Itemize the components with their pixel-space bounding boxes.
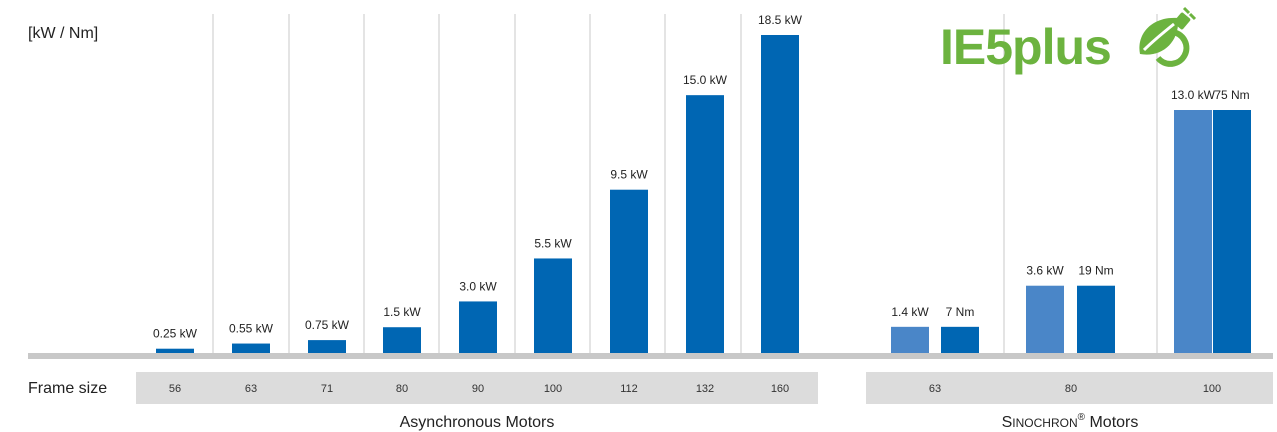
value-label-async-56: 0.25 kW — [153, 327, 198, 341]
value-label-async-90: 3.0 kW — [459, 279, 497, 293]
value-label-async-112: 9.5 kW — [610, 168, 648, 182]
bar-sinochron-torque-80 — [1077, 285, 1115, 353]
frame-label-async-100: 100 — [544, 383, 562, 395]
frame-label-async-90: 90 — [472, 383, 484, 395]
value-label-async-100: 5.5 kW — [534, 236, 572, 250]
value-label-async-132: 15.0 kW — [683, 73, 728, 87]
frame-label-async-56: 56 — [169, 383, 181, 395]
bar-async-132 — [686, 95, 724, 353]
bar-sinochron-torque-100 — [1213, 110, 1251, 353]
frame-label-async-132: 132 — [696, 383, 714, 395]
frame-label-async-160: 160 — [771, 383, 789, 395]
bar-sinochron-power-100 — [1174, 110, 1212, 353]
bar-sinochron-power-80 — [1026, 285, 1064, 353]
value-label-async-63: 0.55 kW — [229, 322, 274, 336]
group-title-sinochron: SINOCHRON® Motors — [1002, 412, 1139, 431]
sinochron-suffix: Motors — [1085, 414, 1138, 431]
bar-async-160 — [761, 35, 799, 353]
frame-label-async-63: 63 — [245, 383, 257, 395]
leaf-plug-icon — [1139, 6, 1197, 67]
bar-async-63 — [232, 343, 270, 353]
bar-sinochron-torque-63 — [941, 326, 979, 353]
value-label-sinochron-power-100: 13.0 kW — [1171, 88, 1216, 102]
frame-size-label: Frame size — [28, 380, 107, 397]
registered-mark: ® — [1078, 412, 1086, 423]
frame-label-sinochron-80: 80 — [1065, 383, 1077, 395]
group-title-asynchronous: Asynchronous Motors — [400, 414, 555, 431]
value-label-async-160: 18.5 kW — [758, 13, 803, 27]
unit-label: [kW / Nm] — [28, 25, 98, 42]
baseline — [28, 353, 1273, 359]
value-label-sinochron-torque-63: 7 Nm — [946, 305, 975, 319]
sinochron-name: SINOCHRON — [1002, 414, 1078, 431]
bar-async-71 — [308, 340, 346, 353]
grid-lines — [212, 14, 1158, 353]
bar-async-80 — [383, 327, 421, 353]
value-label-sinochron-power-63: 1.4 kW — [891, 305, 929, 319]
bar-async-112 — [610, 189, 648, 353]
bars — [156, 35, 1251, 353]
bar-sinochron-power-63 — [891, 326, 929, 353]
frame-band-sinochron — [866, 372, 1273, 404]
frame-labels: 56 63 71 80 90 100 112 132 160 63 80 100 — [169, 383, 1221, 395]
frame-label-sinochron-63: 63 — [929, 383, 941, 395]
value-label-sinochron-torque-100: 75 Nm — [1214, 88, 1249, 102]
bar-async-56 — [156, 348, 194, 353]
bar-async-90 — [459, 301, 497, 353]
frame-label-async-80: 80 — [396, 383, 408, 395]
value-label-sinochron-torque-80: 19 Nm — [1078, 264, 1113, 278]
logo-text: IE5plus — [940, 19, 1111, 75]
value-label-sinochron-power-80: 3.6 kW — [1026, 264, 1064, 278]
value-labels: 0.25 kW 0.55 kW 0.75 kW 1.5 kW 3.0 kW 5.5 kW 9… — [153, 13, 1250, 341]
bar-async-100 — [534, 258, 572, 353]
ie5plus-logo: IE5plus — [940, 6, 1197, 75]
frame-band-asynchronous — [136, 372, 818, 404]
value-label-async-80: 1.5 kW — [383, 305, 421, 319]
frame-label-sinochron-100: 100 — [1203, 383, 1221, 395]
value-label-async-71: 0.75 kW — [305, 318, 350, 332]
frame-label-async-112: 112 — [620, 383, 638, 395]
frame-label-async-71: 71 — [321, 383, 333, 395]
